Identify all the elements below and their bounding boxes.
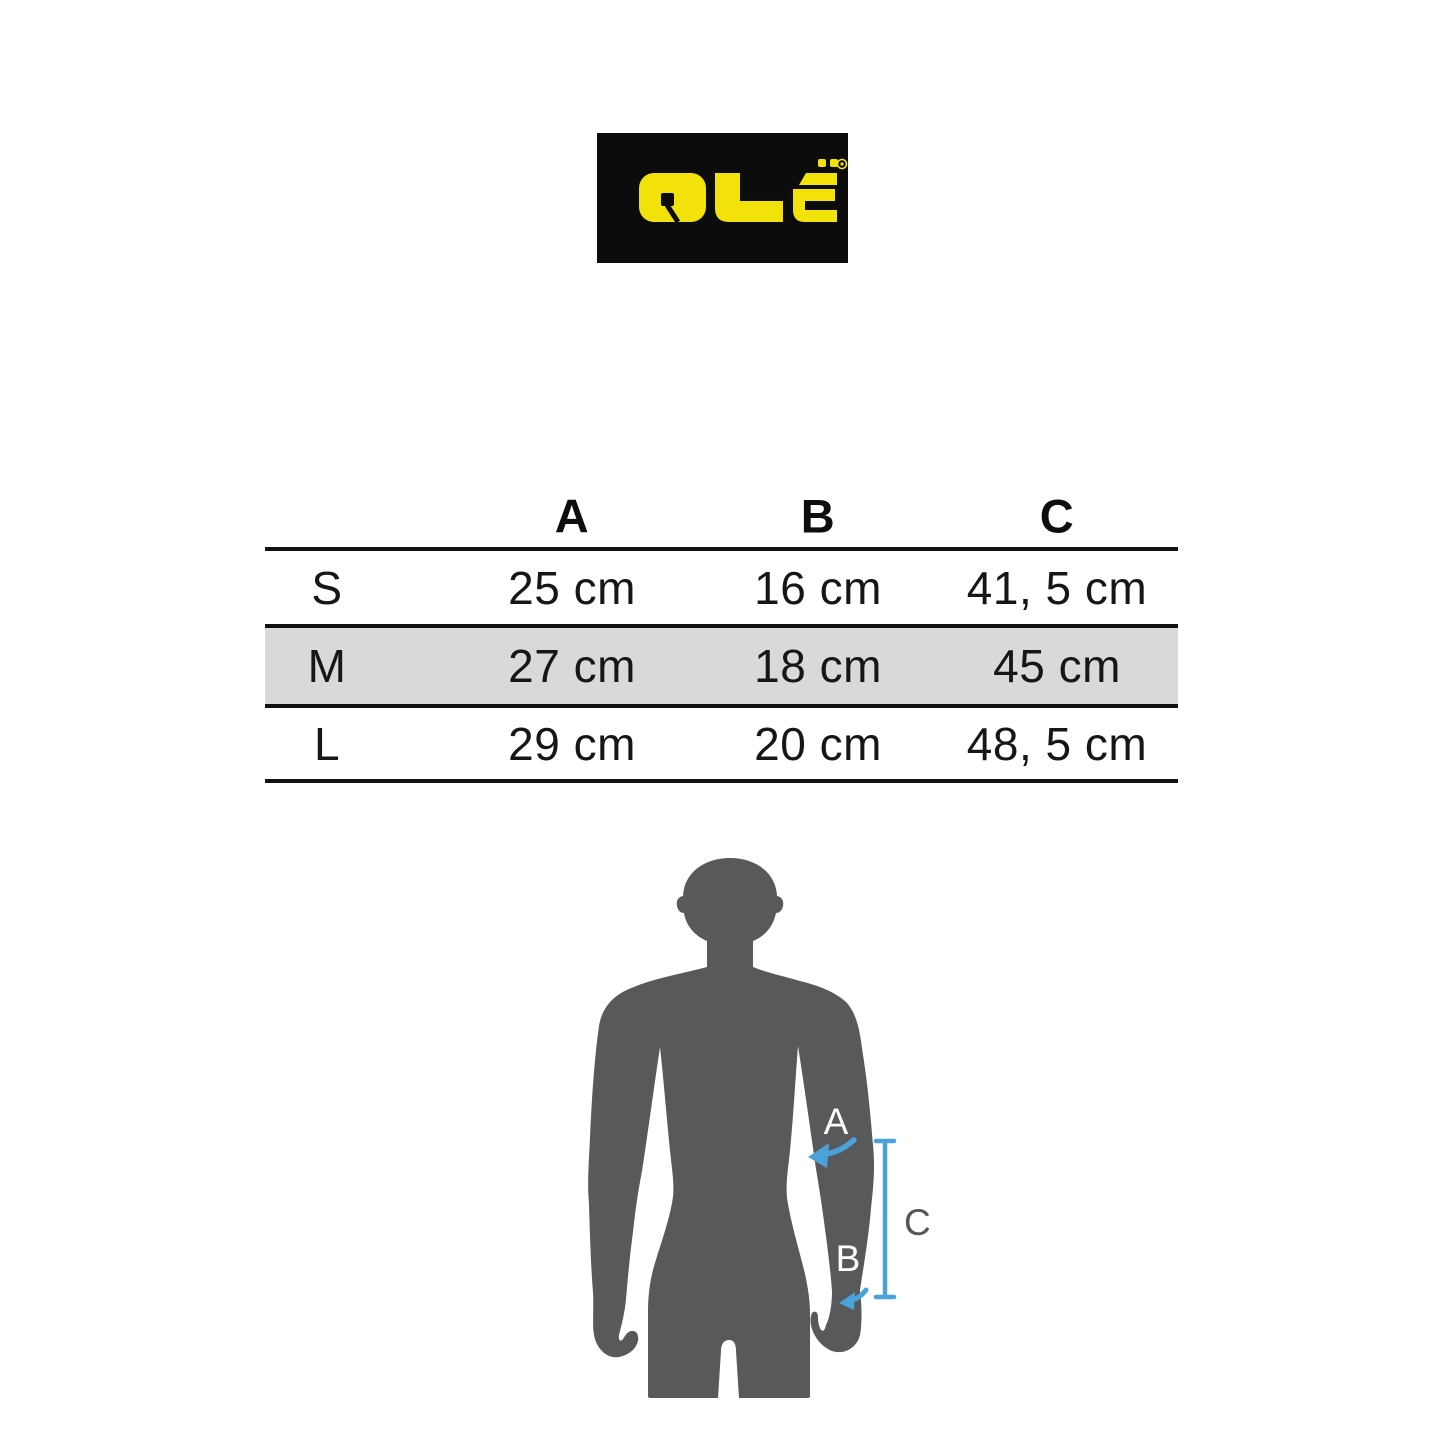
- row-s-value-b: 16 cm: [754, 561, 882, 614]
- table-rule: [265, 704, 1178, 708]
- logo-letter-a-slit: [664, 203, 681, 224]
- body-silhouette-icon: [588, 858, 875, 1398]
- table-rule: [265, 547, 1178, 551]
- arrowhead-wrist-icon: [839, 1292, 855, 1310]
- logo-letter-l: [715, 173, 783, 222]
- logo-letter-e-top: [799, 173, 837, 185]
- logo-letter-e-body: [793, 189, 837, 222]
- label-wrist: B: [836, 1238, 861, 1279]
- size-label-s: S: [311, 561, 343, 614]
- table-header-row: A B C: [265, 485, 1178, 547]
- row-l-value-a: 29 cm: [508, 717, 636, 770]
- ale-logotype-icon: [639, 158, 848, 224]
- column-header-b: B: [800, 489, 836, 543]
- registered-mark-icon: [836, 158, 848, 170]
- arrowhead-upper-arm-icon: [808, 1143, 829, 1168]
- row-m-value-b: 18 cm: [754, 640, 882, 692]
- brand-logo: [597, 133, 848, 263]
- label-length: C: [904, 1202, 931, 1243]
- logo-letter-a-counter: [661, 193, 674, 206]
- table-row-s: S 25 cm 16 cm 41, 5 cm: [265, 551, 1178, 624]
- length-measure-line-icon: [873, 1138, 897, 1300]
- row-s-value-c: 41, 5 cm: [966, 561, 1148, 614]
- table-row-m-highlighted: M 27 cm 18 cm 45 cm: [265, 628, 1178, 704]
- column-header-a: A: [554, 489, 590, 543]
- table-row-l: L 29 cm 20 cm 48, 5 cm: [265, 708, 1178, 779]
- size-label-m: M: [307, 640, 347, 692]
- logo-accent-dot: [830, 159, 838, 167]
- logo-accent-dot: [818, 159, 826, 167]
- row-m-value-a: 27 cm: [508, 640, 636, 692]
- measurement-figure: A B C: [570, 840, 990, 1445]
- column-header-c: C: [1039, 489, 1075, 543]
- row-s-value-a: 25 cm: [508, 561, 636, 614]
- row-l-value-c: 48, 5 cm: [966, 717, 1148, 770]
- size-table: A B C S 25 cm 16 cm 41, 5 cm M 27 cm 18 …: [265, 485, 1178, 783]
- table-rule: [265, 779, 1178, 783]
- row-l-value-b: 20 cm: [754, 717, 882, 770]
- table-rule: [265, 624, 1178, 628]
- size-label-l: L: [313, 717, 341, 770]
- row-m-value-c: 45 cm: [993, 640, 1121, 692]
- label-upper-arm: A: [824, 1101, 849, 1142]
